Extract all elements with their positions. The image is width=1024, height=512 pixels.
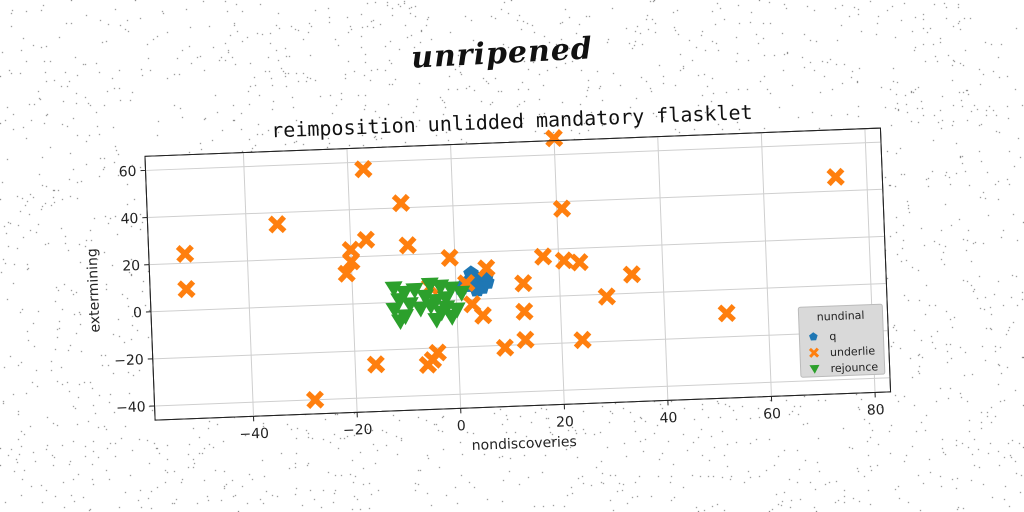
data-point-rejounce <box>400 297 419 314</box>
data-point-underlie <box>477 259 496 278</box>
data-point-underlie <box>354 159 373 179</box>
data-point-underlie <box>418 355 438 375</box>
legend-title: nundinal <box>817 309 865 324</box>
y-tick-label: 20 <box>122 258 140 275</box>
data-point-underlie <box>515 302 534 321</box>
series-underlie <box>175 129 845 410</box>
data-point-rejounce <box>411 301 430 318</box>
y-grid-line <box>154 377 891 407</box>
y-grid-line <box>149 235 885 266</box>
data-point-underlie <box>366 355 386 374</box>
data-point-underlie <box>597 287 617 306</box>
data-point-rejounce <box>436 290 455 308</box>
x-grid-line <box>450 144 462 409</box>
data-point-rejounce <box>416 289 435 306</box>
data-point-underlie <box>440 248 459 268</box>
data-point-underlie <box>398 236 417 255</box>
data-point-underlie <box>717 304 736 323</box>
x-tick-label: 80 <box>867 402 885 419</box>
x-axis-label: nondiscoveries <box>471 434 577 454</box>
y-tick-label: −40 <box>116 399 146 416</box>
legend-label-q: q <box>829 330 836 343</box>
y-tick-label: 40 <box>120 211 138 228</box>
data-point-underlie <box>268 215 287 234</box>
y-axis-label: extermining <box>84 248 103 333</box>
data-point-rejounce <box>390 292 409 309</box>
data-point-rejounce <box>447 302 466 319</box>
plot-area <box>144 127 892 421</box>
y-grid-line <box>145 141 881 171</box>
data-point-underlie <box>826 167 845 187</box>
data-point-rejounce <box>426 293 445 310</box>
data-point-underlie <box>622 265 642 284</box>
data-point-rejounce <box>391 313 410 331</box>
data-point-underlie <box>356 230 376 250</box>
y-tick-label: −20 <box>114 352 144 369</box>
data-point-rejounce <box>384 281 403 298</box>
data-point-rejounce <box>405 282 424 299</box>
plot-frame <box>144 127 892 421</box>
x-tick-label: −40 <box>239 426 269 443</box>
x-grid-line <box>553 140 565 405</box>
legend-marker-rejounce <box>809 364 820 374</box>
y-tick-label: 60 <box>118 164 136 181</box>
data-point-q <box>469 281 485 297</box>
data-point-underlie <box>554 251 574 270</box>
legend-label-underlie: underlie <box>830 344 876 359</box>
data-point-underlie <box>495 338 515 357</box>
data-point-underlie <box>544 129 564 148</box>
x-tick-label: 40 <box>659 410 677 427</box>
data-point-rejounce <box>385 302 404 319</box>
data-point-underlie <box>175 244 195 264</box>
x-tick-label: 0 <box>457 418 467 434</box>
data-point-underlie <box>342 252 361 271</box>
legend-box <box>797 303 886 378</box>
data-point-underlie <box>516 330 535 350</box>
data-point-underlie <box>305 390 325 410</box>
x-grid-line <box>657 136 669 401</box>
data-point-underlie <box>552 199 572 218</box>
grid-lines <box>145 128 891 417</box>
data-point-underlie <box>573 330 592 350</box>
series-rejounce <box>384 277 471 331</box>
x-grid-line <box>242 152 255 417</box>
data-point-underlie <box>337 264 356 283</box>
x-grid-line <box>760 132 772 397</box>
data-point-rejounce <box>427 312 446 329</box>
data-point-rejounce <box>420 277 439 294</box>
data-point-underlie <box>391 193 411 213</box>
legend-marker-q <box>809 332 818 341</box>
data-point-underlie <box>570 253 589 272</box>
legend-label-rejounce: rejounce <box>830 360 878 375</box>
axis-ticks: −40 −20 0 20 40 60 80 −40 −20 0 20 40 60 <box>114 164 885 443</box>
y-grid-line <box>147 188 883 219</box>
data-point-underlie <box>533 247 553 266</box>
x-tick-label: 60 <box>763 406 781 423</box>
y-tick-label: 0 <box>133 305 143 321</box>
y-grid-line <box>150 283 887 313</box>
x-tick-label: 20 <box>556 414 574 431</box>
data-point-underlie <box>473 306 493 325</box>
data-point-underlie <box>177 279 196 299</box>
data-point-rejounce <box>452 285 471 302</box>
data-point-underlie <box>514 274 533 293</box>
data-point-rejounce <box>441 281 460 298</box>
data-points <box>175 129 845 410</box>
legend-marker-underlie <box>808 347 820 358</box>
x-tick-label: −20 <box>343 422 373 439</box>
